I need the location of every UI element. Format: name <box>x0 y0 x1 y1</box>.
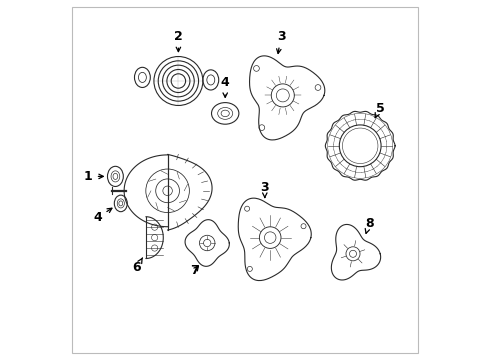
Text: 4: 4 <box>221 76 230 97</box>
Text: 2: 2 <box>174 30 183 51</box>
Text: 7: 7 <box>190 264 199 277</box>
Text: 8: 8 <box>365 217 373 233</box>
Text: 3: 3 <box>277 30 285 54</box>
Text: 6: 6 <box>133 258 143 274</box>
Text: 5: 5 <box>375 102 384 118</box>
Text: 4: 4 <box>93 208 112 224</box>
Text: 3: 3 <box>261 181 269 197</box>
Text: 1: 1 <box>84 170 103 183</box>
